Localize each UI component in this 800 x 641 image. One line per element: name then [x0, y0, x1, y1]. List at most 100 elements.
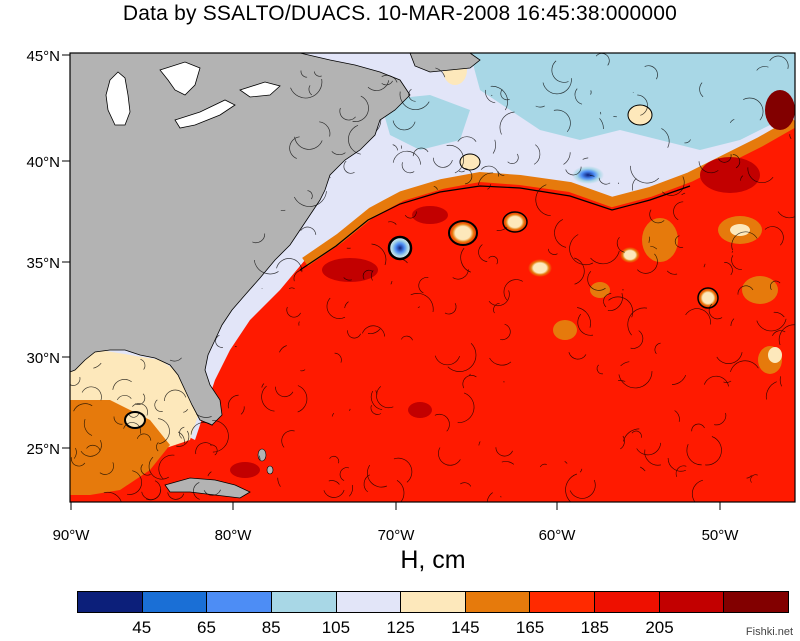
streamline — [396, 480, 405, 502]
streamline — [590, 90, 592, 95]
streamline — [778, 324, 795, 346]
streamline — [743, 97, 764, 121]
streamline — [620, 435, 625, 450]
streamline — [607, 292, 623, 311]
streamline — [446, 144, 464, 174]
streamline — [331, 412, 335, 417]
streamline — [375, 390, 378, 395]
streamline — [731, 231, 758, 251]
streamline — [127, 470, 143, 495]
streamline — [169, 357, 182, 362]
streamline — [457, 392, 475, 423]
streamline — [764, 226, 784, 246]
latitude-axis: 45°N 40°N 35°N 30°N 25°N — [26, 48, 70, 458]
gulf-stream-front — [299, 185, 691, 271]
streamline — [729, 119, 735, 124]
streamline — [323, 489, 345, 498]
streamline — [376, 119, 382, 132]
streamline — [432, 157, 453, 168]
streamline — [343, 160, 355, 174]
warm-core-ring — [448, 220, 478, 246]
streamline — [434, 355, 460, 366]
streamline — [399, 91, 430, 110]
colorbar-swatch — [465, 592, 531, 612]
streamline — [667, 457, 686, 472]
streamline — [412, 147, 429, 157]
streamline — [404, 211, 417, 219]
land-cuba — [164, 477, 251, 499]
streamline — [637, 94, 648, 116]
streamline — [565, 473, 578, 502]
warm-core-ring — [768, 347, 782, 363]
streamline — [134, 393, 146, 405]
streamline — [495, 447, 513, 457]
land-north-america — [70, 53, 411, 426]
streamline — [339, 467, 350, 481]
streamline — [319, 121, 331, 137]
streamline — [598, 177, 611, 185]
colorbar-swatch — [724, 592, 789, 612]
streamline — [500, 89, 510, 101]
streamline — [779, 376, 782, 387]
streamline — [167, 492, 185, 500]
streamline — [148, 456, 169, 480]
colorbar-tick-label: 125 — [386, 618, 415, 637]
streamline — [737, 285, 754, 295]
streamline — [207, 471, 212, 477]
warm-core-ring — [528, 259, 552, 277]
streamline — [577, 307, 591, 328]
streamline — [497, 171, 505, 177]
streamline — [293, 269, 303, 282]
streamline — [290, 78, 323, 99]
streamline — [297, 385, 308, 413]
streamline — [116, 395, 132, 401]
streamline — [577, 313, 594, 336]
streamline — [280, 209, 286, 212]
streamline — [294, 136, 323, 150]
streamline — [275, 386, 294, 398]
streamline — [731, 255, 742, 270]
streamline — [196, 413, 212, 418]
dark-red-eddy — [230, 462, 260, 478]
colorbar-swatch — [336, 592, 402, 612]
streamline — [103, 491, 122, 502]
streamline — [328, 480, 340, 485]
streamline — [279, 345, 287, 353]
streamline — [569, 234, 594, 266]
streamline — [81, 386, 102, 401]
streamline — [457, 136, 477, 142]
colorbar-tick-label: 145 — [451, 618, 480, 637]
colorbar-swatch — [207, 592, 272, 612]
cold-core-ring — [572, 166, 604, 184]
streamline — [434, 413, 450, 432]
streamline — [686, 444, 702, 466]
streamline — [252, 233, 266, 244]
streamline — [620, 361, 630, 367]
streamline — [732, 154, 741, 169]
warm-core-ring — [124, 411, 146, 429]
lon-tick-label: 50°W — [702, 527, 740, 544]
streamline — [86, 444, 101, 451]
streamline — [730, 360, 759, 372]
streamline — [334, 352, 342, 363]
streamline — [444, 303, 457, 315]
streamline — [158, 454, 175, 480]
streamline — [80, 439, 102, 457]
streamline — [691, 479, 703, 502]
colorbar-tick-label: 105 — [321, 618, 351, 637]
streamline — [568, 352, 587, 360]
streamline — [673, 201, 684, 221]
streamline — [637, 253, 658, 274]
streamline — [362, 269, 373, 280]
streamline — [747, 167, 774, 183]
lat-tick-label: 45°N — [26, 48, 60, 65]
streamline — [636, 442, 662, 456]
streamline — [329, 455, 340, 464]
streamline — [392, 144, 398, 151]
streamline — [478, 441, 481, 446]
streamline — [698, 161, 719, 174]
lon-tick-label: 80°W — [215, 527, 253, 544]
streamline — [765, 381, 777, 400]
watermark: Fishki.net — [742, 625, 796, 639]
